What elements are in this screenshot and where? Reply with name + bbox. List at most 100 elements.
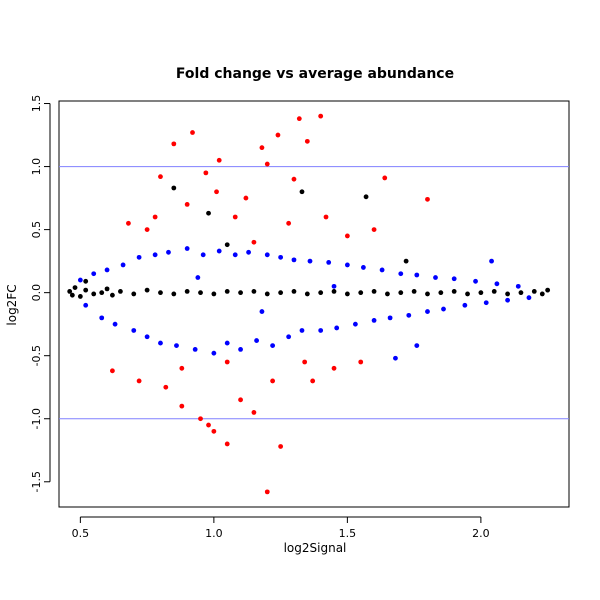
data-point bbox=[104, 267, 110, 273]
data-point bbox=[152, 252, 158, 258]
data-point bbox=[171, 185, 177, 191]
data-point bbox=[264, 252, 270, 258]
data-point bbox=[224, 441, 230, 447]
data-point bbox=[278, 444, 284, 449]
data-point bbox=[259, 145, 265, 151]
data-point bbox=[307, 258, 313, 264]
data-point bbox=[411, 288, 417, 294]
data-point bbox=[238, 346, 243, 352]
data-point bbox=[179, 365, 185, 371]
data-point bbox=[83, 287, 89, 293]
data-point bbox=[203, 170, 209, 176]
data-point bbox=[489, 258, 494, 264]
data-point bbox=[352, 321, 358, 327]
data-point bbox=[363, 194, 369, 200]
data-point bbox=[184, 288, 190, 294]
y-tick-label: 1.0 bbox=[30, 158, 43, 176]
data-point bbox=[291, 176, 297, 182]
reference-lines bbox=[59, 166, 569, 420]
data-point bbox=[158, 290, 163, 296]
data-point bbox=[259, 309, 265, 314]
data-point bbox=[110, 368, 115, 374]
data-point bbox=[91, 291, 97, 297]
y-tick-label: 0.0 bbox=[30, 284, 43, 302]
data-point bbox=[131, 328, 137, 333]
data-point bbox=[118, 288, 123, 294]
data-point bbox=[371, 317, 377, 323]
data-point bbox=[251, 239, 257, 245]
data-point bbox=[232, 214, 238, 220]
data-point bbox=[243, 195, 249, 201]
data-point bbox=[299, 189, 305, 195]
data-point bbox=[224, 340, 230, 346]
data-point bbox=[425, 309, 430, 314]
data-point bbox=[232, 252, 238, 258]
data-point bbox=[184, 201, 190, 207]
y-axis: -1.5 -1.0 -0.5 0.0 0.5 1.0 1.5 bbox=[30, 95, 51, 493]
data-point bbox=[371, 288, 377, 294]
data-point bbox=[278, 290, 284, 296]
data-point bbox=[483, 300, 489, 306]
data-point bbox=[126, 220, 131, 226]
data-point bbox=[238, 290, 243, 296]
data-point bbox=[323, 214, 329, 220]
data-point bbox=[425, 291, 430, 297]
data-point bbox=[195, 275, 201, 280]
data-point bbox=[515, 283, 521, 289]
data-point bbox=[214, 189, 219, 195]
data-point bbox=[304, 138, 310, 144]
data-point bbox=[310, 378, 316, 384]
data-point bbox=[358, 290, 364, 296]
data-point bbox=[438, 290, 444, 296]
data-point bbox=[491, 288, 497, 294]
data-point bbox=[291, 257, 297, 263]
data-point bbox=[163, 384, 169, 390]
data-point bbox=[371, 227, 377, 233]
data-point bbox=[270, 378, 276, 384]
y-tick-label: 0.5 bbox=[30, 221, 43, 239]
data-point bbox=[331, 365, 337, 371]
y-tick-label: -1.5 bbox=[30, 471, 43, 492]
data-point bbox=[414, 343, 420, 349]
data-point bbox=[478, 290, 484, 296]
data-point bbox=[473, 278, 478, 284]
data-point bbox=[462, 302, 468, 308]
data-point bbox=[99, 290, 105, 296]
data-point bbox=[505, 297, 510, 303]
data-point bbox=[246, 249, 251, 255]
data-point bbox=[465, 291, 470, 297]
data-point bbox=[331, 288, 337, 294]
data-point bbox=[67, 288, 73, 294]
data-point bbox=[379, 267, 385, 273]
data-point bbox=[264, 291, 270, 297]
data-point bbox=[334, 325, 340, 331]
data-point bbox=[77, 277, 83, 283]
data-point bbox=[318, 290, 324, 296]
data-point bbox=[171, 141, 177, 147]
data-point bbox=[406, 312, 412, 318]
data-point bbox=[518, 290, 524, 296]
x-tick-label: 0.5 bbox=[72, 527, 90, 540]
data-point bbox=[216, 157, 222, 163]
data-point bbox=[83, 278, 89, 284]
data-point bbox=[326, 259, 332, 265]
data-point bbox=[526, 295, 532, 301]
data-point bbox=[224, 359, 230, 365]
data-point bbox=[184, 246, 190, 251]
data-point bbox=[120, 262, 126, 268]
data-point bbox=[344, 291, 350, 297]
data-point bbox=[403, 258, 409, 264]
data-point bbox=[136, 254, 142, 260]
plot-area-border bbox=[58, 100, 570, 508]
data-point bbox=[278, 254, 284, 260]
data-point bbox=[152, 214, 158, 220]
x-axis: 0.5 1.0 1.5 2.0 bbox=[72, 516, 490, 540]
y-tick-label: -1.0 bbox=[30, 408, 43, 429]
data-point bbox=[296, 116, 302, 122]
data-point bbox=[387, 315, 393, 321]
data-point bbox=[494, 281, 500, 287]
data-point bbox=[198, 290, 203, 296]
data-point bbox=[72, 285, 78, 291]
data-point bbox=[166, 249, 171, 255]
data-point bbox=[158, 340, 163, 346]
